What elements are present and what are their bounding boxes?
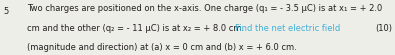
- Text: Find the net electric field: Find the net electric field: [235, 24, 340, 33]
- Text: cm and the other (q₂ = - 11 μC) is at x₂ = + 8.0 cm.: cm and the other (q₂ = - 11 μC) is at x₂…: [27, 24, 246, 33]
- Text: 5: 5: [3, 7, 8, 16]
- Text: (10): (10): [375, 24, 392, 33]
- Text: Two charges are positioned on the x-axis. One charge (q₁ = - 3.5 μC) is at x₁ = : Two charges are positioned on the x-axis…: [27, 4, 382, 13]
- Text: (magnitude and direction) at (a) x = 0 cm and (b) x = + 6.0 cm.: (magnitude and direction) at (a) x = 0 c…: [27, 43, 297, 52]
